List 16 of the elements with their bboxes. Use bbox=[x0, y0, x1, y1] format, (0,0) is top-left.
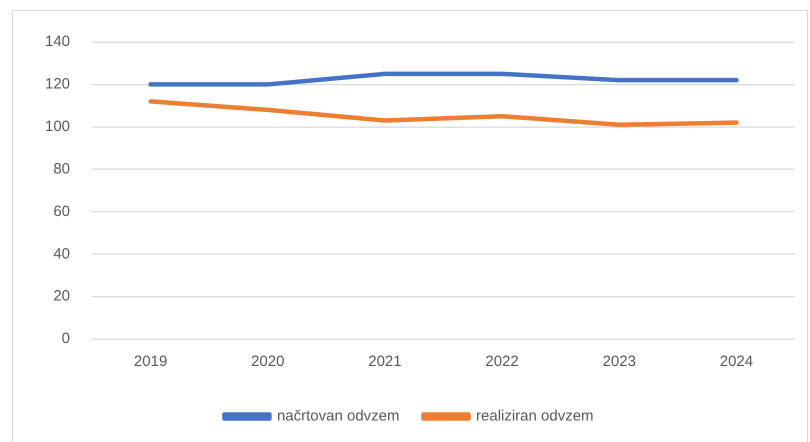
legend-label: načrtovan odvzem bbox=[276, 408, 400, 425]
y-tick-label: 120 bbox=[44, 76, 70, 93]
y-tick-label: 100 bbox=[44, 118, 70, 135]
y-tick-label: 0 bbox=[62, 330, 70, 348]
y-tick-label: 60 bbox=[53, 202, 70, 220]
y-tick-label: 40 bbox=[53, 245, 70, 262]
x-tick-label: 2020 bbox=[251, 353, 284, 370]
legend-label: realiziran odvzem bbox=[476, 408, 594, 425]
y-tick-label: 140 bbox=[44, 33, 70, 50]
y-tick-label: 20 bbox=[53, 288, 70, 305]
x-tick-label: 2021 bbox=[368, 353, 402, 370]
x-tick-label: 2022 bbox=[485, 353, 519, 370]
y-tick-label: 80 bbox=[53, 160, 70, 178]
x-tick-label: 2019 bbox=[134, 353, 168, 370]
x-tick-label: 2024 bbox=[720, 353, 754, 370]
x-tick-label: 2023 bbox=[602, 353, 636, 370]
